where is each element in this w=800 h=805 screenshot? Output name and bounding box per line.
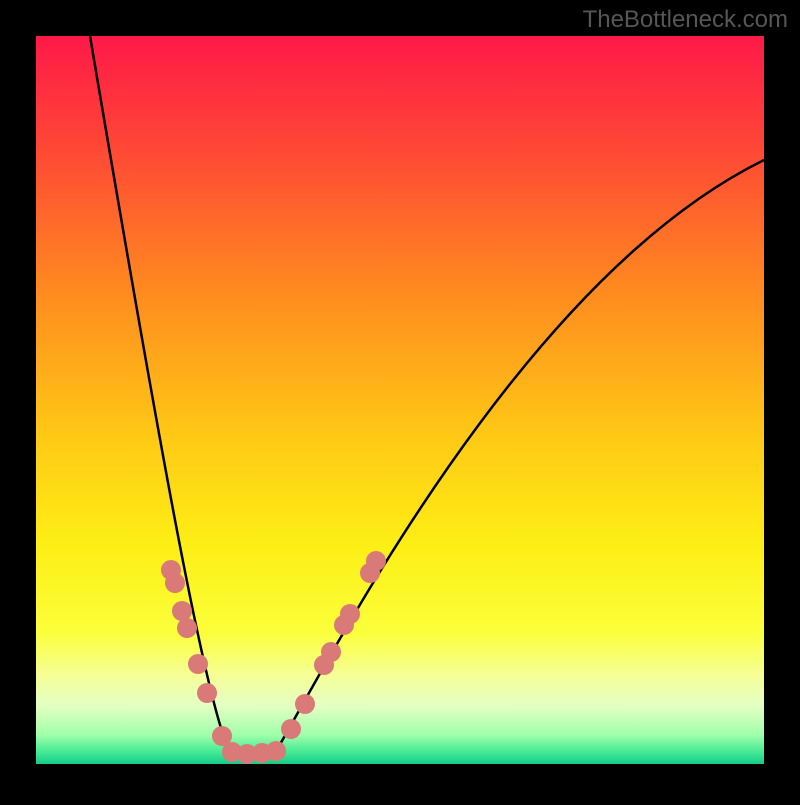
data-marker [188,654,208,674]
data-marker [197,683,217,703]
data-marker [366,551,386,571]
data-marker [340,604,360,624]
chart-container [0,0,800,800]
bottleneck-chart [0,0,800,800]
data-marker [172,601,192,621]
watermark-text: TheBottleneck.com [583,6,788,34]
data-marker [266,741,286,761]
data-marker [165,573,185,593]
data-marker [177,618,197,638]
gradient-background [36,36,764,764]
data-marker [281,719,301,739]
data-marker [295,694,315,714]
data-marker [321,642,341,662]
